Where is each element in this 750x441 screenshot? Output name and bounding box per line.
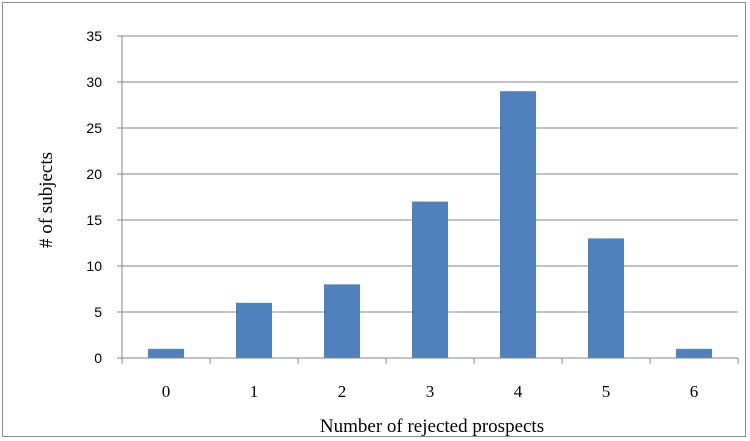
y-tick-label: 15: [86, 212, 102, 228]
y-tick-label: 25: [86, 120, 102, 136]
x-tick-label: 0: [162, 382, 171, 401]
y-tick-label: 5: [94, 304, 102, 320]
y-tick-label: 30: [86, 74, 102, 90]
y-tick-label: 0: [94, 350, 102, 366]
y-tick-label: 35: [86, 28, 102, 44]
x-tick-label: 5: [602, 382, 611, 401]
x-tick-labels: 0 1 2 3 4 5 6: [162, 382, 699, 401]
y-axis-title: # of subjects: [36, 152, 57, 248]
bar: [236, 302, 272, 358]
x-tick-label: 3: [426, 382, 435, 401]
bar: [324, 284, 360, 358]
x-axis-title: Number of rejected prospects: [320, 416, 544, 437]
y-tick-labels: 0 5 10 15 20 25 30 35: [86, 28, 102, 366]
bar: [500, 91, 536, 358]
y-tick-label: 10: [86, 258, 102, 274]
x-tick-label: 6: [690, 382, 699, 401]
bar: [412, 201, 448, 358]
bar: [588, 238, 624, 358]
x-tick-label: 2: [338, 382, 347, 401]
bar: [676, 348, 712, 358]
axes: [121, 36, 739, 364]
x-tick-label: 4: [514, 382, 523, 401]
y-tick-label: 20: [86, 166, 102, 182]
bar: [148, 348, 184, 358]
x-tick-label: 1: [250, 382, 259, 401]
bars: [148, 91, 712, 358]
